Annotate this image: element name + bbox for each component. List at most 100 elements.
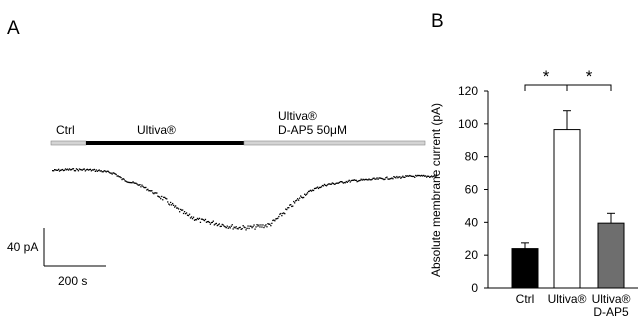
- trace-point: [76, 168, 79, 171]
- trace-point: [295, 200, 297, 202]
- trace-point: [374, 178, 376, 180]
- trace-point: [431, 176, 434, 178]
- trace-point: [92, 169, 94, 171]
- trace-point: [296, 199, 298, 201]
- trace-point: [380, 177, 382, 179]
- significance-brackets: * *: [524, 67, 612, 91]
- trace-point: [247, 225, 249, 227]
- trace-point: [106, 170, 108, 172]
- trace-point: [273, 219, 275, 221]
- trace-point: [69, 169, 72, 171]
- trace-point: [391, 177, 393, 179]
- trace-point: [229, 227, 231, 229]
- trace-point: [131, 182, 133, 184]
- trace-point: [182, 209, 184, 211]
- bar: [597, 222, 625, 289]
- trace-point: [161, 195, 163, 198]
- trace-point: [306, 193, 308, 195]
- trace-point: [87, 169, 89, 171]
- trace-point: [111, 173, 113, 175]
- trace-point: [222, 224, 224, 226]
- trace-point: [78, 168, 81, 170]
- trace-point: [54, 169, 56, 171]
- trace-point: [146, 189, 148, 191]
- trace-point: [317, 187, 320, 190]
- trace-point: [309, 189, 312, 191]
- trace-point: [404, 176, 406, 178]
- trace-point: [212, 220, 214, 222]
- trace-point: [350, 180, 352, 182]
- trace-point: [415, 174, 417, 177]
- trace-point: [341, 181, 343, 183]
- trace-point: [304, 193, 306, 195]
- trace-point: [433, 175, 436, 177]
- trace-point: [169, 204, 171, 206]
- trace-point: [413, 175, 415, 178]
- trace-point: [109, 172, 111, 174]
- trace-point: [189, 217, 192, 219]
- trace-point: [242, 225, 244, 227]
- trace-point: [164, 196, 166, 199]
- significance-star: *: [543, 67, 550, 86]
- trace-point: [249, 225, 251, 227]
- trace-point: [305, 194, 307, 196]
- protocol-label-dap5-line1: Ultiva®: [278, 109, 317, 123]
- trace-point: [369, 179, 371, 181]
- trace-point: [210, 222, 212, 224]
- trace-point: [260, 224, 262, 226]
- protocol-label-dap5-line2: D-AP5 50μM: [278, 123, 347, 137]
- trace-point: [290, 204, 292, 206]
- trace-point: [239, 226, 241, 228]
- trace-point: [266, 226, 268, 228]
- trace-point: [302, 197, 304, 199]
- trace-point: [216, 224, 218, 227]
- trace-point: [274, 220, 276, 222]
- trace-point: [199, 221, 202, 223]
- trace-point: [297, 198, 299, 200]
- y-tick-label: 0: [471, 281, 478, 295]
- trace-point: [346, 181, 348, 183]
- trace-point: [56, 169, 58, 171]
- trace-point: [112, 172, 114, 174]
- trace-point: [59, 169, 62, 171]
- trace-point: [81, 169, 84, 171]
- trace-point: [110, 172, 112, 174]
- trace-point: [93, 168, 95, 171]
- trace-point: [220, 225, 222, 227]
- trace-point: [71, 168, 74, 170]
- trace-point: [397, 177, 399, 179]
- trace-point: [213, 224, 215, 226]
- trace-point: [310, 190, 313, 192]
- y-tick-label: 20: [465, 248, 479, 262]
- trace-point: [105, 171, 107, 173]
- trace-point: [84, 170, 86, 172]
- trace-point: [276, 218, 278, 220]
- trace-point: [147, 188, 149, 190]
- trace-point: [281, 215, 283, 217]
- trace-point: [163, 196, 165, 198]
- trace-point: [235, 226, 237, 228]
- trace-point: [231, 224, 233, 226]
- trace-point: [291, 205, 293, 208]
- trace-point: [384, 178, 386, 180]
- trace-point: [65, 169, 68, 171]
- x-tick-label: D-AP5: [593, 305, 629, 319]
- trace-point: [70, 169, 73, 171]
- trace-point: [294, 202, 296, 204]
- trace-point: [120, 177, 122, 179]
- trace-point: [340, 181, 342, 183]
- trace-point: [360, 178, 362, 180]
- trace-point: [248, 227, 250, 230]
- trace-point: [278, 215, 280, 218]
- trace-point: [75, 168, 78, 170]
- trace-point: [361, 179, 363, 181]
- trace-point: [74, 170, 77, 172]
- trace-point: [114, 173, 116, 175]
- trace-point: [192, 216, 195, 218]
- trace-point: [165, 197, 167, 200]
- trace-point: [265, 224, 267, 226]
- trace-point: [86, 168, 88, 170]
- trace-point: [119, 176, 121, 178]
- trace-point: [217, 224, 219, 226]
